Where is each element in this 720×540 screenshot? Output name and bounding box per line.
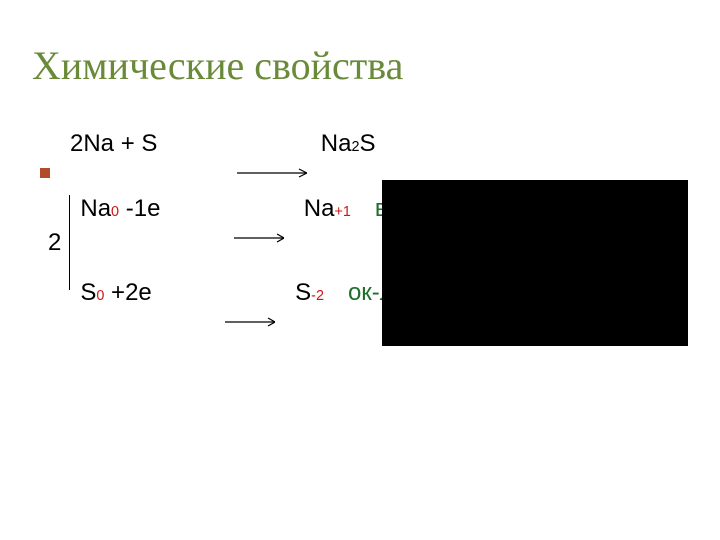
hr2-left-elem: S	[80, 279, 96, 307]
equation-lhs: 2Na + S	[70, 130, 157, 158]
half-coefficient: 2	[48, 229, 67, 257]
hr2-right-elem: S	[295, 279, 311, 307]
half-reaction-1: Na0 -1e Na+1 в-ль	[80, 195, 422, 279]
arrow-icon	[167, 195, 284, 279]
bullet-icon	[40, 168, 50, 178]
equation-rhs-el1: Na	[321, 130, 352, 158]
equation-rhs-el2: S	[359, 130, 375, 158]
hr2-transfer: +2e	[104, 279, 158, 307]
media-placeholder-box	[382, 180, 688, 346]
arrow-icon	[158, 279, 275, 363]
slide-title: Химические свойства	[32, 42, 403, 89]
hr1-transfer: -1e	[119, 195, 167, 223]
hr1-left-elem: Na	[80, 195, 111, 223]
hr1-right-elem: Na	[304, 195, 335, 223]
half-reaction-2: S0 +2e S-2 ок-ль	[80, 279, 422, 363]
bracket-line	[69, 195, 70, 290]
half-reactions-block: 2 Na0 -1e Na+1 в-ль S0 +2e	[48, 195, 422, 290]
